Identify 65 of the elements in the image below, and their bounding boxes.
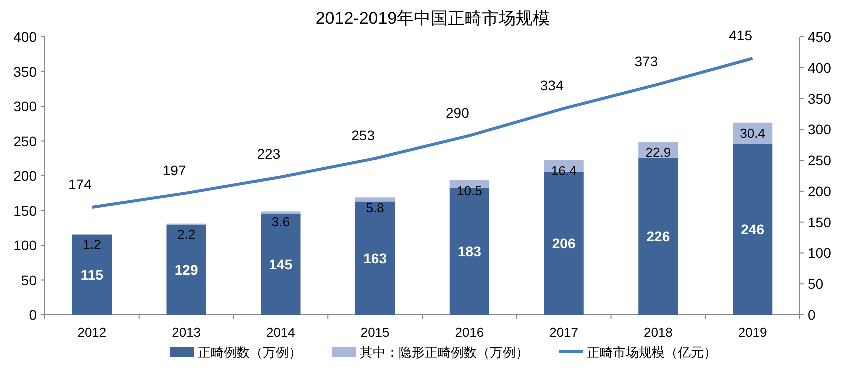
bar	[355, 198, 396, 202]
data-label: 226	[646, 228, 670, 244]
y2-tick-label: 50	[808, 276, 824, 292]
y-tick-label: 250	[14, 133, 38, 150]
data-label: 183	[458, 243, 482, 260]
data-label: 115	[80, 267, 104, 284]
y-tick-label: 350	[14, 64, 38, 80]
chart-title: 2012-2019年中国正畸市场规模	[316, 9, 550, 28]
data-label: 253	[352, 128, 376, 144]
bar	[450, 188, 490, 315]
y2-tick-label: 400	[808, 60, 832, 76]
legend-label: 正畸市场规模（亿元）	[587, 345, 717, 360]
bar	[261, 212, 301, 214]
bar	[638, 158, 678, 315]
data-label: 290	[446, 104, 470, 121]
data-label: 5.8	[366, 200, 384, 216]
y-tick-label: 300	[14, 98, 38, 114]
bar	[261, 214, 301, 315]
legend-label: 其中：隐形正畸例数（万例）	[360, 345, 529, 360]
bar	[166, 225, 206, 315]
data-label: 163	[364, 250, 388, 266]
x-tick-label: 2016	[455, 325, 484, 340]
y2-tick-label: 100	[808, 245, 832, 262]
data-label: 373	[634, 54, 658, 70]
x-tick-label: 2013	[172, 325, 202, 340]
y2-tick-label: 450	[808, 29, 832, 45]
y2-tick-label: 150	[808, 214, 832, 230]
x-tick-label: 2018	[644, 325, 673, 340]
legend-label: 正畸例数（万例）	[198, 345, 302, 360]
y-tick-label: 100	[14, 238, 38, 254]
data-label: 16.4	[551, 163, 577, 178]
x-tick-label: 2015	[360, 325, 390, 340]
y-tick-label: 200	[14, 168, 38, 184]
bar	[732, 144, 773, 315]
data-label: 3.6	[272, 214, 290, 230]
y-tick-label: 0	[29, 307, 38, 323]
data-label: 145	[269, 256, 293, 273]
x-tick-label: 2012	[78, 325, 107, 340]
data-label: 246	[741, 222, 765, 238]
x-tick-label: 2017	[550, 325, 579, 340]
y-tick-label: 150	[14, 202, 38, 219]
data-label: 415	[729, 28, 753, 44]
data-label: 10.5	[457, 184, 482, 199]
data-label: 2.2	[178, 226, 196, 242]
y2-tick-label: 350	[808, 90, 832, 107]
x-tick-label: 2019	[738, 325, 768, 340]
x-tick-label: 2014	[266, 325, 296, 340]
bar	[450, 180, 490, 188]
data-label: 22.9	[646, 145, 672, 160]
bar	[72, 235, 112, 315]
y-tick-label: 400	[14, 29, 38, 45]
y2-tick-label: 200	[808, 183, 832, 200]
data-label: 334	[540, 78, 564, 94]
y2-tick-label: 250	[808, 152, 832, 169]
y2-tick-label: 300	[808, 122, 832, 138]
y-tick-label: 50	[21, 272, 38, 288]
y2-tick-label: 0	[808, 307, 816, 323]
data-label: 197	[162, 162, 186, 178]
data-label: 174	[68, 176, 92, 193]
data-label: 129	[174, 262, 198, 278]
data-label: 206	[552, 235, 576, 252]
bar	[355, 202, 396, 315]
data-label: 1.2	[83, 237, 102, 252]
data-label: 30.4	[740, 126, 766, 141]
data-label: 223	[257, 146, 281, 162]
